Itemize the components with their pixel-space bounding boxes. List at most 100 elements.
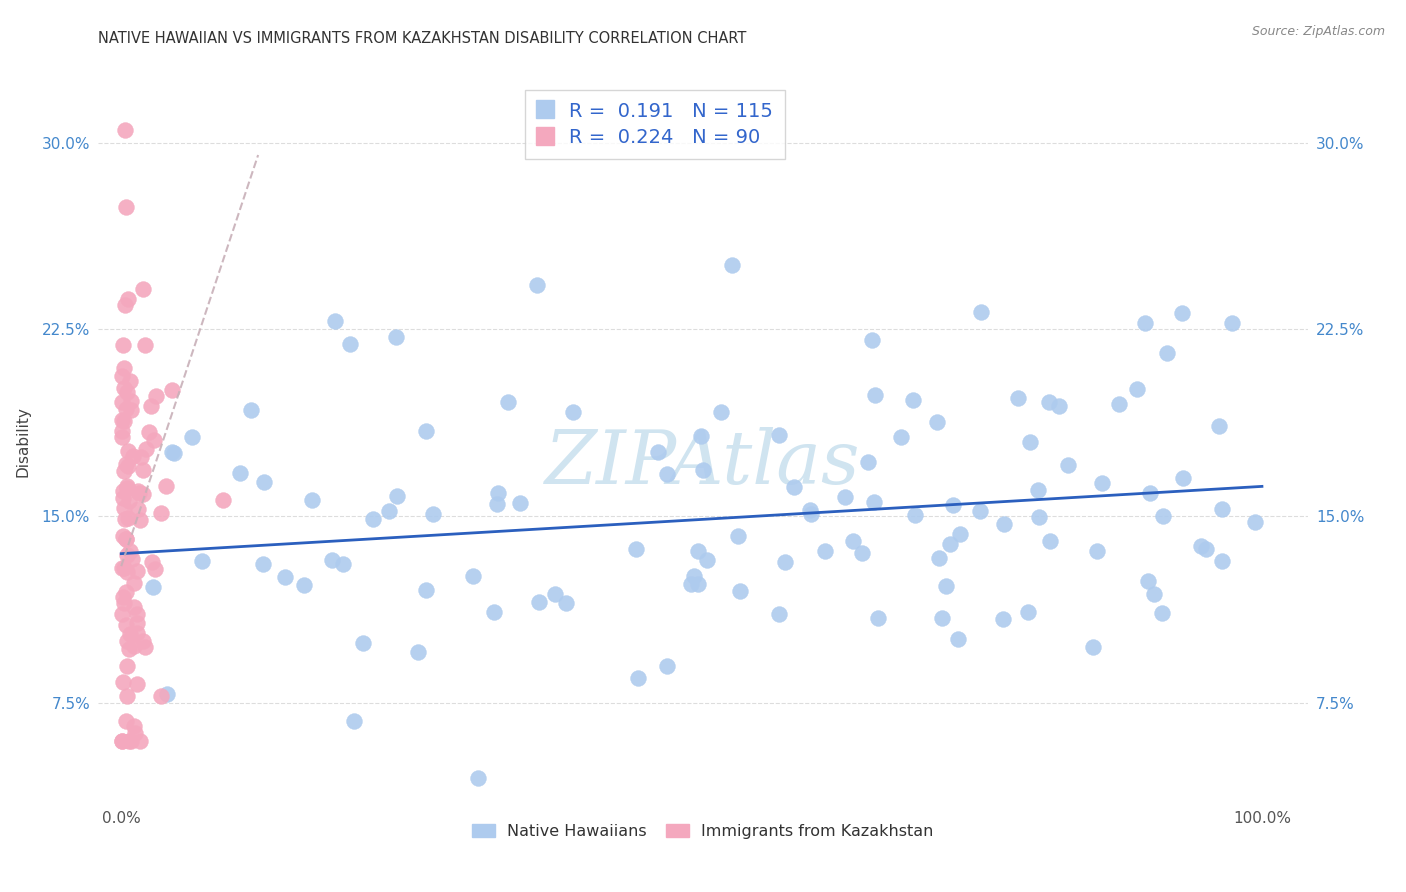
Point — [111, 561, 134, 575]
Point — [118, 494, 141, 508]
Point — [627, 671, 650, 685]
Point — [727, 529, 749, 543]
Point — [114, 512, 136, 526]
Point — [1126, 382, 1149, 396]
Point — [1156, 346, 1178, 360]
Point — [1139, 486, 1161, 500]
Point — [122, 639, 145, 653]
Point — [117, 511, 139, 525]
Point — [768, 607, 790, 621]
Point — [127, 564, 149, 578]
Point — [111, 430, 134, 444]
Point — [657, 467, 679, 481]
Point — [120, 393, 142, 408]
Point — [901, 393, 924, 408]
Y-axis label: Disability: Disability — [15, 406, 31, 477]
Point — [301, 492, 323, 507]
Point — [142, 434, 165, 448]
Point — [544, 586, 567, 600]
Point — [692, 462, 714, 476]
Point — [118, 733, 141, 747]
Point — [117, 458, 139, 473]
Point — [129, 733, 152, 747]
Point — [115, 549, 138, 563]
Point — [834, 490, 856, 504]
Point — [120, 402, 142, 417]
Point — [927, 416, 949, 430]
Point — [125, 677, 148, 691]
Point — [156, 688, 179, 702]
Point — [120, 544, 142, 558]
Point — [125, 615, 148, 630]
Point — [1047, 400, 1070, 414]
Point — [111, 368, 134, 383]
Point — [115, 200, 138, 214]
Point — [122, 599, 145, 614]
Point — [112, 501, 135, 516]
Point — [129, 450, 152, 464]
Point — [529, 595, 551, 609]
Point — [1007, 391, 1029, 405]
Point — [1038, 395, 1060, 409]
Point — [132, 633, 155, 648]
Point — [1026, 483, 1049, 497]
Point — [112, 528, 135, 542]
Text: NATIVE HAWAIIAN VS IMMIGRANTS FROM KAZAKHSTAN DISABILITY CORRELATION CHART: NATIVE HAWAIIAN VS IMMIGRANTS FROM KAZAK… — [98, 31, 747, 46]
Point — [554, 596, 576, 610]
Point — [800, 507, 823, 521]
Point — [274, 570, 297, 584]
Point — [422, 507, 444, 521]
Point — [1208, 418, 1230, 433]
Point — [118, 626, 141, 640]
Point — [134, 338, 156, 352]
Point — [150, 506, 173, 520]
Point — [115, 659, 138, 673]
Point — [134, 640, 156, 654]
Point — [1137, 574, 1160, 588]
Point — [132, 486, 155, 500]
Point — [160, 445, 183, 459]
Point — [993, 517, 1015, 532]
Point — [768, 428, 790, 442]
Point — [1211, 502, 1233, 516]
Point — [122, 576, 145, 591]
Point — [485, 497, 508, 511]
Point — [332, 557, 354, 571]
Point — [121, 552, 143, 566]
Point — [112, 414, 135, 428]
Point — [710, 405, 733, 419]
Point — [143, 562, 166, 576]
Point — [145, 389, 167, 403]
Point — [141, 555, 163, 569]
Point — [115, 384, 138, 399]
Point — [191, 554, 214, 568]
Point — [467, 771, 489, 785]
Point — [138, 425, 160, 439]
Point — [150, 689, 173, 703]
Point — [686, 577, 709, 591]
Point — [321, 553, 343, 567]
Point — [860, 333, 883, 347]
Point — [112, 491, 135, 505]
Point — [122, 449, 145, 463]
Point — [526, 277, 548, 292]
Point — [115, 457, 138, 471]
Point — [112, 591, 135, 605]
Point — [415, 582, 437, 597]
Point — [111, 483, 134, 498]
Point — [681, 577, 703, 591]
Point — [904, 508, 927, 523]
Point — [135, 442, 157, 457]
Point — [112, 380, 135, 394]
Text: ZIPAtlas: ZIPAtlas — [546, 427, 860, 500]
Point — [647, 445, 669, 459]
Point — [773, 555, 796, 569]
Point — [1152, 508, 1174, 523]
Point — [949, 526, 972, 541]
Point — [339, 337, 361, 351]
Point — [993, 612, 1015, 626]
Point — [132, 282, 155, 296]
Point — [1152, 606, 1174, 620]
Point — [942, 498, 965, 512]
Point — [856, 455, 879, 469]
